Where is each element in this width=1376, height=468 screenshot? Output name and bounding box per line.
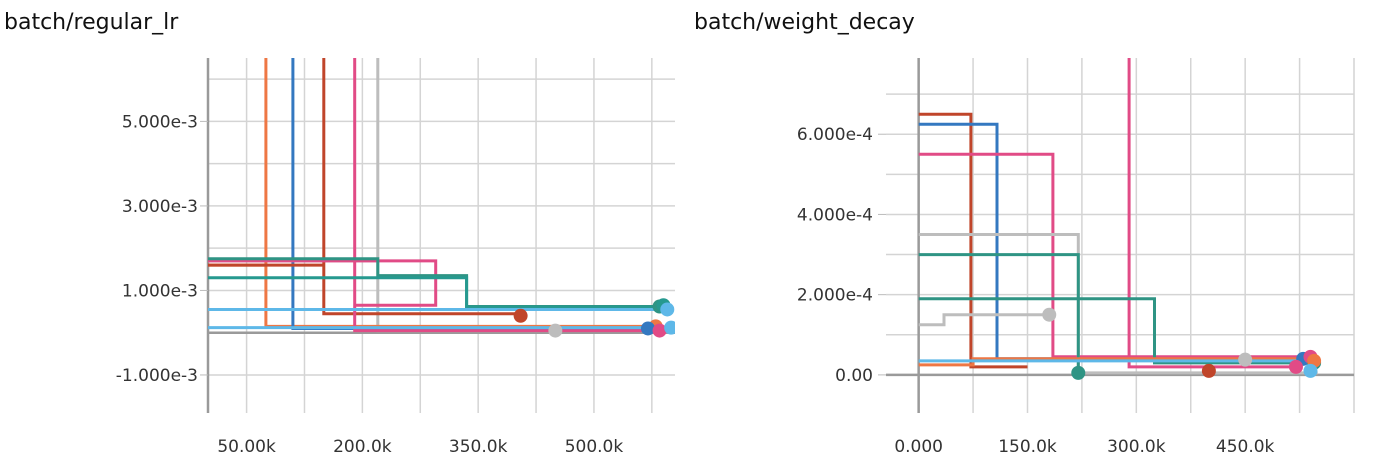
y-tick-label: -1.000e-3 <box>116 366 198 386</box>
y-tick-label: 4.000e-4 <box>797 205 873 225</box>
x-tick-label: 350.0k <box>449 437 508 457</box>
y-tick-label: 0.00 <box>835 366 873 386</box>
x-tick-label: 0.000 <box>894 437 943 457</box>
series-end-point <box>513 308 528 323</box>
x-tick-label: 500.0k <box>565 437 624 457</box>
grid <box>208 58 675 413</box>
series-line <box>1127 58 1296 369</box>
series-end-point <box>652 323 667 338</box>
series-line <box>208 58 521 316</box>
x-tick-label: 300.0k <box>1107 437 1166 457</box>
series-line <box>208 58 648 330</box>
series-line <box>208 58 660 333</box>
series-group <box>918 58 1322 380</box>
chart-regular-lr[interactable]: -1.000e-3 1.000e-3 3.000e-3 5.000e-3 50.00k 2… <box>0 0 690 468</box>
x-tick-label: 450.0k <box>1216 437 1275 457</box>
series-line <box>918 297 1315 365</box>
series-line <box>918 112 1028 369</box>
y-tick-label: 2.000e-4 <box>797 286 873 306</box>
x-tick-label: 150.0k <box>998 437 1057 457</box>
chart-title: batch/weight_decay <box>694 10 915 35</box>
chart-title: batch/regular_lr <box>4 10 179 35</box>
series-line <box>918 313 1050 327</box>
chart-weight-decay[interactable]: 0.00 2.000e-4 4.000e-4 6.000e-4 0.000 150.0k 3… <box>690 0 1376 468</box>
series-end-point <box>1201 363 1216 378</box>
series-group <box>208 58 675 338</box>
y-tick-label: 6.000e-4 <box>797 125 873 145</box>
x-tick-label: 200.0k <box>333 437 392 457</box>
series-end-point <box>1238 352 1253 367</box>
chart-panel-regular-lr: batch/regular_lr -1.000e-3 1.000e-3 3.000e… <box>0 0 690 468</box>
series-end-point <box>1071 365 1086 380</box>
y-tick-label: 3.000e-3 <box>122 197 198 217</box>
series-end-point <box>548 323 563 338</box>
series-end-point <box>1042 307 1057 322</box>
chart-panel-weight-decay: batch/weight_decay 0.00 2.000e-4 4.000e-4 6… <box>690 0 1376 468</box>
series-end-point <box>1303 363 1318 378</box>
series-end-point <box>640 321 655 336</box>
y-tick-label: 5.000e-3 <box>122 112 198 132</box>
y-tick-label: 1.000e-3 <box>122 281 198 301</box>
series-line <box>208 58 656 328</box>
series-line <box>918 253 1080 373</box>
x-tick-label: 50.00k <box>217 437 276 457</box>
series-end-point <box>664 320 675 335</box>
series-end-point <box>660 302 675 317</box>
series-end-point <box>1288 359 1303 374</box>
series-line <box>208 276 664 309</box>
